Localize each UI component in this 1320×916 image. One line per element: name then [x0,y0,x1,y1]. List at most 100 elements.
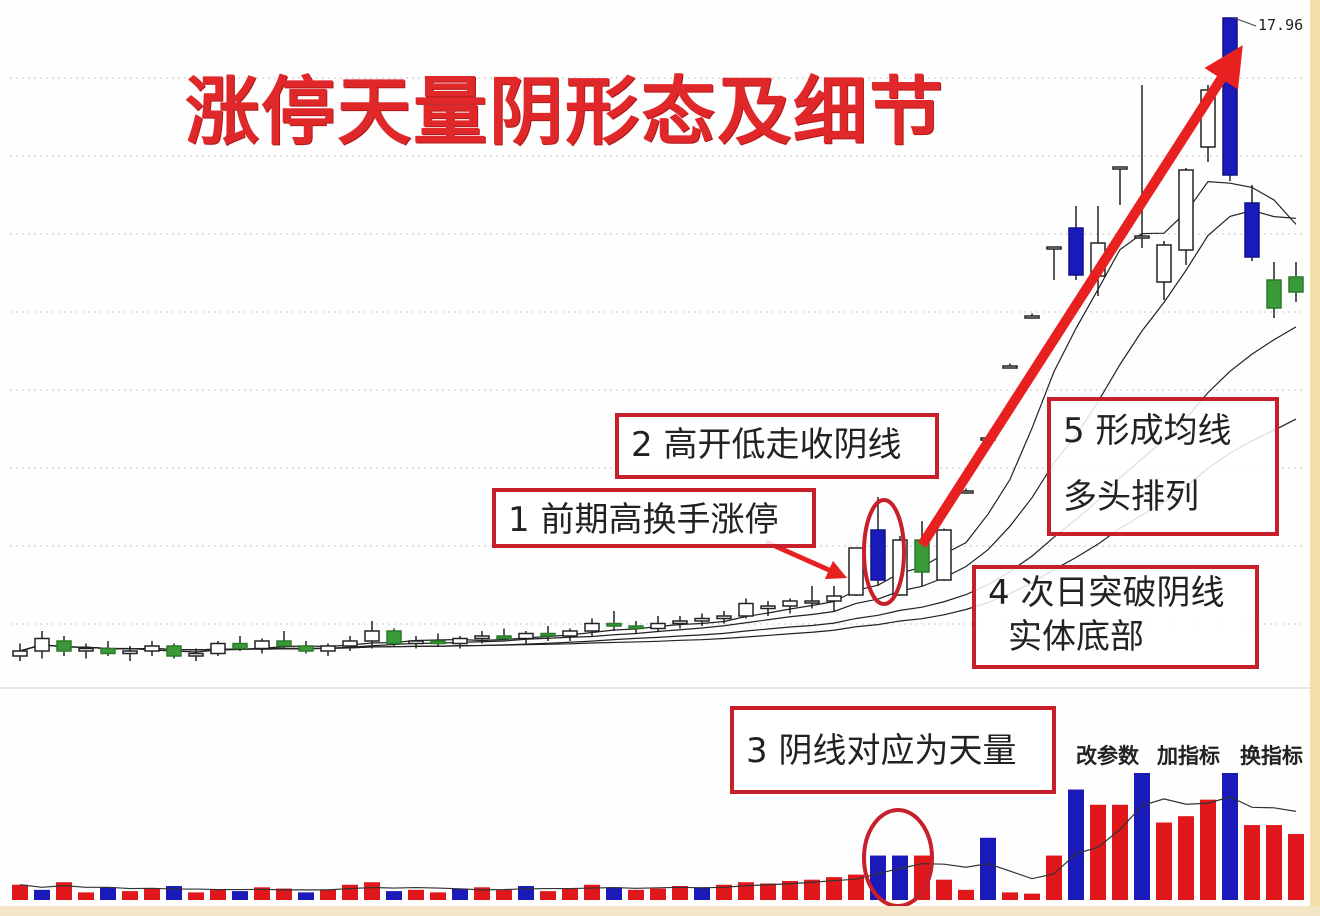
candle-body [1222,17,1238,176]
candle-body [298,645,314,652]
candle-body [1244,202,1260,258]
candle-body [188,652,204,657]
candle-body [1002,365,1018,369]
candle-body [804,600,820,604]
candle-body [1046,246,1062,250]
volume-bar [958,889,974,900]
volume-bar [254,887,270,900]
volume-bar [1134,773,1150,900]
volume-bar [188,892,204,900]
candle-body [694,617,710,622]
volume-bar [606,887,622,900]
candle-body [166,645,182,657]
volume-bar [848,874,864,900]
volume-bar [320,889,336,900]
page-title: 涨停天量阴形态及细节 [185,69,945,155]
candle-body [650,622,666,630]
candle-body [584,622,600,632]
volume-bar [100,887,116,900]
max-price-pointer [1233,17,1257,27]
volume-bar [1178,816,1194,900]
candle-body [1156,244,1172,283]
switch-indicator-button[interactable]: 换指标 [1240,744,1303,768]
volume-ma-line [19,796,1297,891]
volume-bar [496,889,512,900]
volume-bar [430,892,446,900]
volume-bar [1112,804,1128,900]
volume-bar [386,891,402,900]
candle-body [562,630,578,637]
candle-body [144,645,160,652]
volume-bar [1090,804,1106,900]
candle-body [78,647,94,652]
max-price-label: 17.96 [1258,16,1304,34]
volume-bar [1046,855,1062,900]
volume-bar [1288,833,1304,900]
volume-bar [166,886,182,900]
volume-bar [78,892,94,900]
volume-bar [232,891,248,900]
annotation-2: 2 高开低走收阴线 [615,413,939,479]
volume-bar [298,892,314,900]
candle-body [210,642,226,655]
volume-bar [870,855,886,900]
add-indicator-button[interactable]: 加指标 [1157,744,1220,768]
candle-body [430,640,446,645]
volume-bar [650,888,666,900]
volume-bar [980,837,996,900]
volume-bar [540,891,556,900]
candle-body [56,640,72,652]
volume-bar [1024,893,1040,900]
annotation-1-text: 1 前期高换手涨停 [508,500,779,540]
frame-edge [1310,0,1320,916]
candle-body [1112,166,1128,170]
candle-body [1266,279,1282,309]
candle-body [540,632,556,637]
candle-body [628,625,644,630]
volume-bar [122,891,138,900]
candle-body [848,547,864,596]
volume-bar [782,880,798,900]
volume-bar [210,889,226,900]
annotation-4-line2: 实体底部 [1008,617,1144,657]
volume-bar [12,884,28,900]
volume-bar [760,883,776,900]
volume-bar [364,882,380,900]
volume-bar [1266,825,1282,900]
candle-body [254,640,270,650]
annotation-5-line2: 多头排列 [1063,477,1199,517]
volume-bar [276,888,292,900]
annotation-5-line1: 5 形成均线 [1063,411,1232,451]
candle-body [936,529,952,581]
volume-bar [474,887,490,900]
candle-body [386,630,402,645]
volume-bar [56,882,72,900]
candle-body [606,622,622,627]
change-params-button[interactable]: 改参数 [1076,744,1139,768]
annotation-3-text: 3 阴线对应为天量 [746,731,1017,771]
volume-bar [562,888,578,900]
candle-body [34,637,50,652]
candle-body [232,642,248,650]
volume-bar [826,877,842,900]
volume-bar [1156,822,1172,900]
volume-bar [34,889,50,900]
volume-bar [1200,799,1216,900]
volume-bar [408,889,424,900]
annotation-3: 3 阴线对应为天量 [730,706,1056,794]
volume-bar [452,888,468,900]
volume-bar [628,889,644,900]
candle-body [100,647,116,655]
candle-body [1288,276,1304,293]
candle-body [364,630,380,642]
volume-bar [672,886,688,900]
volume-bar [694,887,710,900]
candle-body [1134,235,1150,239]
candle-body [738,602,754,617]
candle-body [12,650,28,657]
candle-body [716,615,732,620]
volume-bar [936,879,952,900]
candle-body [1178,169,1194,251]
candle-body [320,645,336,652]
